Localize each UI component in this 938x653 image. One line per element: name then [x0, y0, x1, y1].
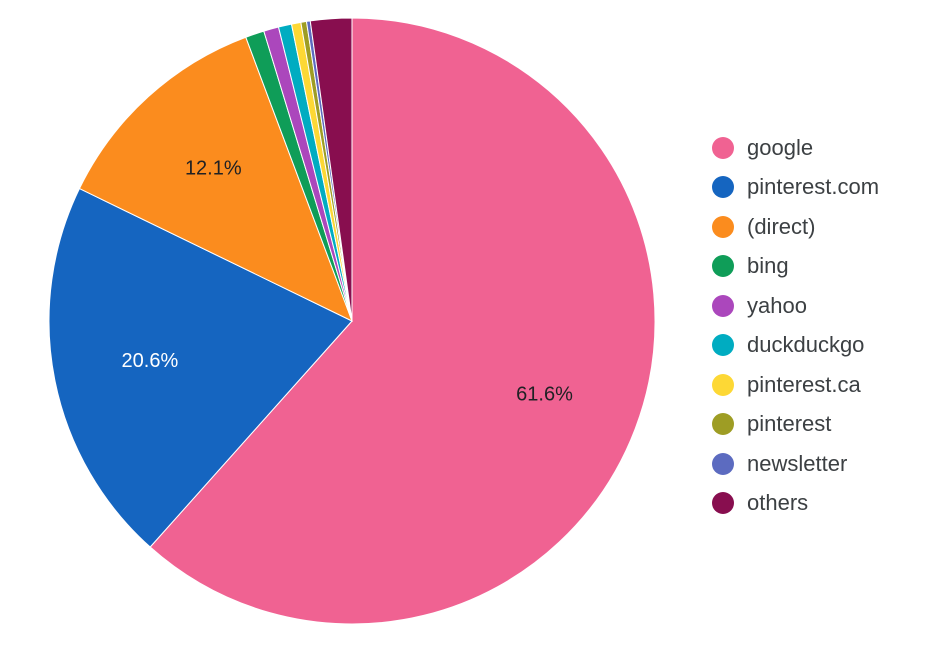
legend-swatch-icon	[712, 176, 734, 199]
legend-label: bing	[747, 253, 789, 279]
pie-slice-others	[309, 17, 353, 322]
legend-swatch-icon	[712, 136, 734, 159]
data-label: 12.1%	[185, 158, 242, 180]
pie-slice-pinterest-com	[48, 187, 353, 548]
legend-swatch-icon	[712, 452, 734, 475]
pie-slice-google	[149, 17, 656, 625]
legend-label: newsletter	[747, 450, 848, 476]
legend-label: pinterest.com	[747, 174, 880, 200]
legend-swatch-icon	[712, 294, 734, 317]
chart-legend: google pinterest.com (direct) bing yahoo duck…	[712, 128, 879, 523]
legend-item: yahoo	[712, 286, 879, 326]
legend-swatch-icon	[712, 334, 734, 357]
data-label: 20.6%	[122, 350, 179, 372]
legend-item: pinterest.com	[712, 168, 879, 208]
pie-slice-direct	[78, 36, 353, 322]
legend-label: duckduckgo	[747, 332, 865, 358]
pie-data-labels: 61.6% 20.6% 12.1%	[122, 158, 574, 406]
legend-label: google	[747, 134, 814, 160]
legend-label: others	[747, 490, 809, 516]
legend-swatch-icon	[712, 215, 734, 238]
legend-item: newsletter	[712, 444, 879, 484]
legend-item: bing	[712, 247, 879, 287]
legend-label: pinterest.ca	[747, 371, 861, 397]
legend-swatch-icon	[712, 373, 734, 396]
legend-item: pinterest.ca	[712, 365, 879, 405]
legend-label: pinterest	[747, 411, 832, 437]
data-label: 61.6%	[516, 383, 573, 405]
legend-label: (direct)	[747, 213, 816, 239]
legend-item: others	[712, 484, 879, 524]
legend-item: duckduckgo	[712, 326, 879, 366]
legend-swatch-icon	[712, 255, 734, 278]
legend-swatch-icon	[712, 413, 734, 436]
legend-item: google	[712, 128, 879, 168]
legend-label: yahoo	[747, 292, 807, 318]
legend-item: (direct)	[712, 207, 879, 247]
pie-slices	[48, 17, 656, 625]
legend-swatch-icon	[712, 492, 734, 515]
legend-item: pinterest	[712, 405, 879, 445]
